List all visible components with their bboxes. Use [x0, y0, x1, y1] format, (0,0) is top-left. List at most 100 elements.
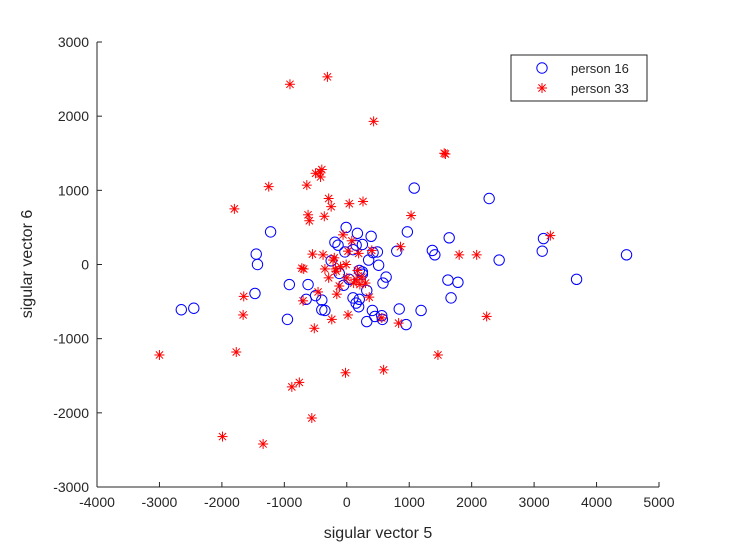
x-tick-label: -1000: [266, 494, 302, 510]
data-point-star: [432, 349, 443, 360]
data-point-star: [313, 286, 324, 297]
data-point-star: [331, 289, 342, 300]
x-tick-label: 2000: [456, 494, 487, 510]
series-2: [154, 71, 556, 449]
data-point-star: [231, 347, 242, 358]
legend: person 16 person 33: [510, 54, 648, 102]
data-point-star: [298, 263, 309, 274]
data-point-circle: [250, 248, 262, 260]
data-point-star: [376, 312, 387, 323]
data-point-circle: [175, 304, 188, 316]
data-point-circle: [309, 289, 322, 302]
data-point-star: [366, 245, 377, 256]
x-tick-label: -4000: [79, 494, 115, 510]
data-point-star: [406, 210, 417, 221]
data-point-star: [318, 249, 329, 260]
data-point-star: [338, 229, 349, 240]
data-point-star: [545, 230, 556, 241]
data-point-star: [298, 295, 309, 306]
data-point-circle: [340, 221, 352, 234]
series-1: [175, 182, 633, 331]
data-point-star: [471, 249, 482, 260]
data-point-star: [309, 323, 320, 334]
data-point-circle: [319, 304, 331, 317]
data-point-circle: [366, 304, 379, 317]
data-point-circle: [264, 226, 277, 238]
data-point-star: [358, 196, 369, 207]
y-tick-label: 1000: [58, 182, 89, 198]
data-point-star: [341, 259, 352, 270]
legend-entry: person 33: [537, 81, 629, 96]
legend-entry: person 16: [536, 61, 629, 76]
data-point-star: [344, 198, 355, 209]
data-point-circle: [620, 249, 633, 261]
data-point-circle: [536, 245, 548, 257]
data-point-circle: [570, 273, 583, 286]
data-point-star: [378, 364, 389, 375]
data-point-circle: [352, 301, 365, 313]
x-axis-label: sigular vector 5: [324, 525, 433, 542]
data-point-circle: [377, 277, 389, 289]
data-point-star: [316, 164, 327, 175]
data-point-circle: [537, 232, 550, 245]
data-point-circle: [372, 259, 385, 271]
data-point-star: [353, 248, 364, 259]
data-point-circle: [339, 246, 351, 258]
data-point-star: [315, 171, 326, 182]
data-point-star: [343, 309, 354, 320]
data-point-star: [319, 211, 330, 222]
x-tick-label: 0: [343, 494, 351, 510]
data-point-circle: [353, 293, 365, 306]
data-point-star: [301, 180, 312, 191]
x-tick-label: 1000: [394, 494, 425, 510]
data-point-star: [296, 263, 307, 274]
data-point-star: [356, 272, 367, 283]
data-point-circle: [408, 182, 420, 194]
y-tick-label: -3000: [53, 479, 89, 495]
data-point-circle: [300, 293, 312, 306]
data-point-circle: [251, 258, 264, 271]
data-point-circle: [361, 315, 373, 328]
data-point-circle: [332, 239, 344, 251]
data-point-star: [326, 201, 337, 212]
data-point-circle: [283, 278, 296, 291]
data-point-star: [364, 292, 375, 303]
data-point-star: [346, 235, 357, 246]
data-point-circle: [452, 276, 464, 288]
y-tick-label: -1000: [53, 331, 89, 347]
data-point-star: [263, 181, 274, 192]
data-point-circle: [415, 304, 427, 317]
x-tick-label: -3000: [142, 494, 178, 510]
legend-label: person 16: [571, 61, 629, 76]
data-point-circle: [329, 236, 341, 248]
data-point-star: [217, 431, 228, 442]
data-point-star: [481, 311, 492, 322]
data-point-circle: [391, 245, 403, 257]
data-point-star: [360, 278, 371, 289]
data-point-circle: [443, 232, 455, 244]
y-tick-label: -2000: [53, 405, 89, 421]
data-point-star: [304, 215, 315, 226]
data-point-star: [395, 241, 406, 252]
data-point-star: [238, 309, 249, 320]
data-point-circle: [393, 303, 405, 315]
data-point-star: [307, 249, 318, 260]
data-point-circle: [365, 230, 377, 243]
y-axis-label: sigular vector 6: [19, 210, 36, 319]
legend-label: person 33: [571, 81, 629, 96]
data-point-star: [229, 203, 240, 214]
data-point-circle: [350, 297, 362, 309]
data-point-star: [368, 116, 379, 127]
data-point-circle: [367, 246, 379, 259]
legend-circle-marker: [536, 62, 548, 74]
data-point-circle: [376, 313, 389, 326]
data-point-circle: [442, 274, 454, 286]
data-point-star: [393, 318, 404, 329]
data-point-star: [154, 349, 165, 360]
x-tick-label: -2000: [204, 494, 240, 510]
data-point-star: [238, 291, 249, 302]
legend-star-marker: [537, 83, 547, 93]
data-point-star: [352, 265, 363, 276]
data-point-star: [306, 413, 317, 424]
